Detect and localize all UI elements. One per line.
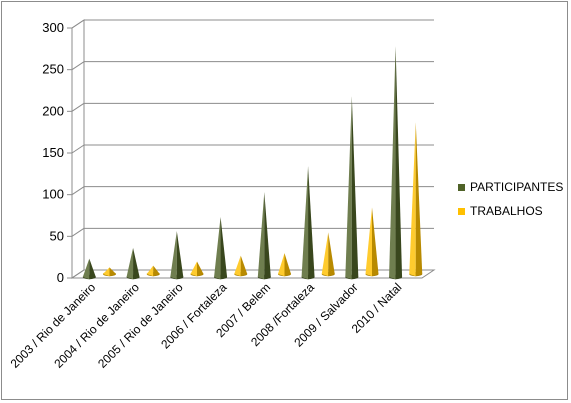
legend-swatch <box>458 208 465 215</box>
cone-participantes <box>82 258 96 280</box>
y-axis: 0 50 100 150 200 250 300 <box>42 20 73 285</box>
cone-participantes <box>170 231 184 280</box>
legend-label: PARTICIPANTES <box>470 180 563 194</box>
cone-face-light <box>278 253 285 277</box>
cone-face-light <box>345 96 352 280</box>
y-tick-label: 300 <box>42 20 64 35</box>
cone-face-dark <box>308 166 315 280</box>
cone-face-light <box>170 231 177 280</box>
cone-face-dark <box>109 267 116 277</box>
gridline-side <box>71 61 85 71</box>
cone-participantes <box>301 166 315 280</box>
cone-face-dark <box>264 192 271 280</box>
legend-swatch <box>458 184 465 191</box>
y-tick-label: 250 <box>42 62 64 77</box>
cone-face-light <box>257 192 265 280</box>
legend-label: TRABALHOS <box>470 204 543 218</box>
cone-face-dark <box>395 46 403 280</box>
cone-face-dark <box>153 265 160 277</box>
cone-trabalhos <box>278 253 291 277</box>
cone-face-dark <box>133 247 140 280</box>
cone-trabalhos <box>365 207 379 277</box>
cone-face-light <box>389 46 396 280</box>
chart-walls <box>70 19 436 279</box>
cone-face-dark <box>220 217 228 280</box>
gridlines <box>71 19 434 279</box>
cone-face-light <box>126 247 134 280</box>
legend: PARTICIPANTES TRABALHOS <box>458 180 563 218</box>
cone-trabalhos <box>409 122 423 277</box>
cone-face-dark <box>176 231 184 280</box>
y-tick-label: 200 <box>42 103 64 118</box>
gridline-side <box>71 19 85 29</box>
cone-face-dark <box>372 207 379 277</box>
gridline-side <box>71 227 85 237</box>
cone-face-light <box>321 232 329 277</box>
cone-face-light <box>103 267 110 277</box>
cone-face-dark <box>89 258 96 280</box>
y-tick-label: 0 <box>57 270 64 285</box>
cone-face-dark <box>328 232 335 277</box>
cone-face-dark <box>197 261 204 277</box>
cone-participantes <box>257 192 271 280</box>
cone-face-dark <box>284 253 291 277</box>
cone-trabalhos <box>146 265 160 277</box>
cone-trabalhos <box>190 261 204 277</box>
cone-face-light <box>234 255 241 277</box>
gridline-side <box>71 144 85 154</box>
cone-trabalhos <box>103 267 116 277</box>
cone-face-light <box>365 207 372 277</box>
cone-trabalhos <box>321 232 335 277</box>
y-tick-label: 150 <box>42 145 64 160</box>
cone-face-dark <box>351 96 359 280</box>
y-tick-label: 50 <box>50 228 64 243</box>
x-category-label: 2003 / Rio de Janeiro <box>8 280 99 371</box>
gridline-side <box>71 269 85 279</box>
cone-participantes <box>214 217 228 280</box>
cone-face-light <box>214 217 221 280</box>
gridline-side <box>71 102 85 112</box>
gridline-side <box>71 186 85 196</box>
cone-face-light <box>409 122 416 277</box>
cone-face-light <box>190 261 197 277</box>
x-category-label: 2005 / Rio de Janeiro <box>95 280 186 371</box>
y-tick-label: 100 <box>42 187 64 202</box>
cones <box>82 46 423 280</box>
cone-face-dark <box>240 255 248 277</box>
floor <box>70 269 436 279</box>
cone-face-light <box>301 166 309 280</box>
cone-face-light <box>146 265 154 277</box>
cone-participantes <box>345 96 359 280</box>
cone-participantes <box>126 247 140 280</box>
cone-trabalhos <box>234 255 248 277</box>
cone-face-dark <box>415 122 423 277</box>
x-category-label: 2004 / Rio de Janeiro <box>51 280 142 371</box>
cone-face-light <box>82 258 90 280</box>
cone-participantes <box>389 46 403 280</box>
